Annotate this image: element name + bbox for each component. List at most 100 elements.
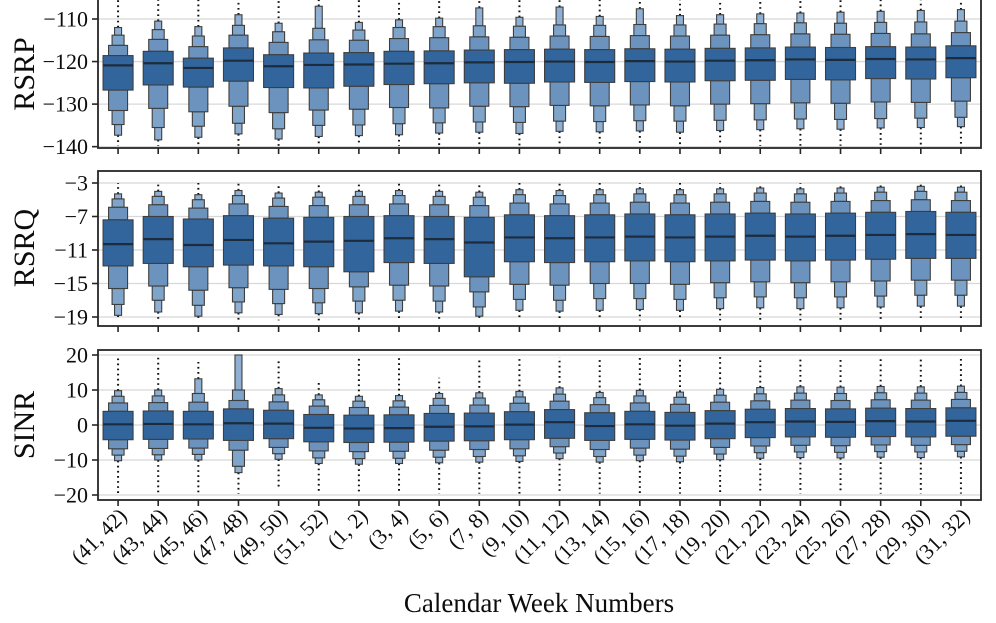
letter-value-box bbox=[102, 219, 134, 267]
letter-value-box bbox=[469, 404, 490, 414]
letter-value-box bbox=[905, 46, 937, 80]
y-tick-label: −20 bbox=[54, 483, 88, 508]
letter-value-box bbox=[756, 187, 765, 194]
letter-value-box bbox=[392, 195, 406, 205]
letter-value-box bbox=[950, 398, 971, 409]
letter-value-box bbox=[228, 203, 249, 217]
letter-value-box bbox=[716, 119, 725, 132]
letter-value-box bbox=[553, 104, 567, 122]
letter-value-box bbox=[595, 15, 604, 26]
letter-value-box bbox=[108, 439, 129, 450]
letter-value-box bbox=[914, 101, 928, 119]
letter-value-box bbox=[675, 455, 685, 463]
letter-value-box bbox=[870, 200, 891, 213]
letter-value-box bbox=[870, 399, 891, 409]
letter-value-box bbox=[388, 406, 410, 416]
letter-value-box bbox=[555, 299, 564, 312]
boxen-column bbox=[102, 358, 134, 494]
letter-value-box bbox=[905, 407, 937, 438]
letter-value-box bbox=[629, 35, 650, 50]
letter-value-box bbox=[475, 191, 484, 198]
letter-value-box bbox=[824, 408, 857, 438]
letter-value-box bbox=[314, 302, 323, 315]
letter-value-box bbox=[432, 397, 446, 406]
letter-value-box bbox=[589, 439, 610, 451]
boxen-columns bbox=[102, 183, 977, 321]
letter-value-box bbox=[194, 453, 203, 461]
letter-value-box bbox=[429, 440, 450, 451]
letter-value-box bbox=[475, 392, 484, 399]
letter-value-box bbox=[549, 262, 570, 286]
letter-value-box bbox=[756, 386, 765, 395]
boxen-column bbox=[584, 358, 616, 494]
letter-value-box bbox=[191, 35, 205, 48]
letter-value-box bbox=[469, 82, 490, 107]
letter-value-box bbox=[673, 24, 687, 37]
letter-value-box bbox=[629, 402, 650, 412]
letter-value-box bbox=[114, 193, 123, 200]
letter-value-box bbox=[148, 438, 169, 450]
boxen-column bbox=[784, 0, 816, 146]
letter-value-box bbox=[716, 14, 725, 25]
letter-value-box bbox=[589, 35, 610, 51]
letter-value-box bbox=[675, 298, 685, 311]
letter-value-box bbox=[509, 261, 530, 285]
letter-value-box bbox=[151, 107, 165, 129]
letter-value-box bbox=[870, 78, 891, 103]
letter-value-box bbox=[635, 454, 644, 462]
boxen-columns bbox=[102, 354, 977, 494]
letter-value-box bbox=[833, 22, 848, 35]
letter-value-box bbox=[584, 49, 616, 83]
letter-value-box bbox=[388, 203, 410, 217]
letter-value-box bbox=[475, 306, 484, 317]
letter-value-box bbox=[833, 392, 848, 402]
letter-value-box bbox=[348, 204, 369, 218]
letter-value-box bbox=[312, 27, 326, 41]
letter-value-box bbox=[793, 102, 807, 120]
letter-value-box bbox=[231, 449, 246, 467]
letter-value-box bbox=[753, 103, 767, 121]
letter-value-box bbox=[950, 435, 971, 446]
letter-value-box bbox=[234, 189, 243, 197]
letter-value-box bbox=[833, 192, 848, 202]
letter-value-box bbox=[790, 399, 811, 410]
letter-value-box bbox=[914, 392, 928, 401]
letter-value-box bbox=[710, 34, 731, 49]
y-tick-label: −10 bbox=[54, 448, 88, 473]
letter-value-box bbox=[555, 189, 564, 197]
y-tick-label: −3 bbox=[65, 171, 88, 196]
letter-value-box bbox=[194, 125, 203, 138]
letter-value-box bbox=[916, 294, 925, 307]
letter-value-box bbox=[509, 36, 530, 51]
letter-value-box bbox=[348, 85, 369, 110]
letter-value-box bbox=[593, 448, 607, 458]
letter-value-box bbox=[956, 9, 965, 22]
letter-value-box bbox=[352, 195, 366, 206]
letter-value-box bbox=[635, 188, 644, 195]
boxen-column bbox=[383, 183, 415, 321]
boxen-column bbox=[865, 357, 897, 494]
letter-value-box bbox=[750, 259, 771, 283]
letter-value-box bbox=[154, 299, 163, 313]
letter-value-box bbox=[191, 289, 205, 306]
letter-value-box bbox=[710, 201, 731, 215]
letter-value-box bbox=[945, 407, 977, 437]
letter-value-box bbox=[793, 193, 807, 203]
boxen-column bbox=[182, 183, 214, 321]
letter-value-box bbox=[836, 187, 845, 194]
letter-value-box bbox=[314, 5, 323, 29]
letter-value-box bbox=[954, 20, 968, 34]
letter-value-box bbox=[509, 402, 530, 413]
letter-value-box bbox=[268, 205, 289, 219]
letter-value-box bbox=[188, 46, 209, 59]
letter-value-box bbox=[595, 121, 604, 133]
letter-value-box bbox=[633, 23, 647, 37]
letter-value-box bbox=[274, 453, 283, 460]
letter-value-box bbox=[555, 452, 564, 460]
boxen-column bbox=[222, 0, 255, 146]
letter-value-box bbox=[234, 465, 243, 474]
letter-value-box bbox=[914, 21, 928, 35]
letter-value-box bbox=[432, 449, 446, 458]
letter-value-box bbox=[102, 55, 134, 91]
